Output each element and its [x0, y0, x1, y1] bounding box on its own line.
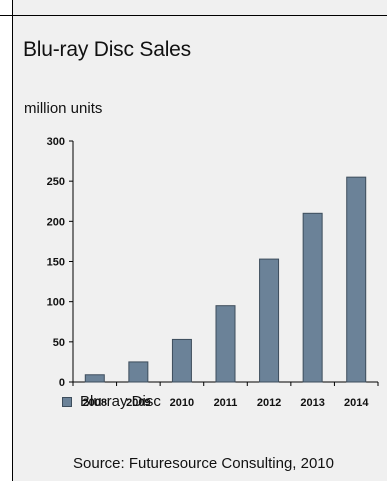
y-tick-label: 100 — [47, 297, 65, 309]
bar-2013 — [302, 212, 323, 383]
bar-2010 — [171, 338, 192, 383]
legend-swatch — [62, 396, 72, 407]
x-tick-label: 2010 — [170, 397, 194, 409]
y-tick-label: 50 — [53, 337, 65, 349]
y-axis-unit-label: million units — [24, 100, 103, 117]
bar-2012 — [259, 258, 280, 383]
y-tick-label: 150 — [47, 257, 65, 269]
bars — [84, 176, 367, 383]
x-tick-label: 2011 — [214, 397, 238, 409]
bar-2011 — [215, 305, 236, 383]
x-tick-label: 2012 — [257, 397, 281, 409]
x-tick-label: 2008 — [83, 397, 107, 409]
top-rule — [0, 15, 387, 16]
y-tick-label: 0 — [59, 377, 65, 389]
chart-panel — [12, 0, 387, 481]
y-tick-label: 200 — [47, 216, 65, 228]
y-tick-label: 250 — [47, 176, 65, 188]
bar-2008 — [84, 374, 105, 383]
x-axis: 2008 2009 2010 2011 2012 2013 2014 — [72, 381, 379, 409]
bar-2014 — [346, 176, 367, 383]
legend: Blu-ray Disc — [62, 393, 161, 410]
y-tick-label: 300 — [47, 136, 65, 148]
chart-title: Blu-ray Disc Sales — [23, 38, 191, 61]
x-tick-label: 2013 — [300, 397, 324, 409]
bar-2009 — [128, 361, 149, 383]
x-tick-label: 2009 — [126, 397, 150, 409]
source-note: Source: Futuresource Consulting, 2010 — [73, 455, 334, 472]
legend-label: Blu-ray Disc — [80, 393, 161, 410]
y-axis: 0 50 100 150 200 250 300 — [47, 136, 74, 389]
x-tick-label: 2014 — [344, 397, 369, 409]
